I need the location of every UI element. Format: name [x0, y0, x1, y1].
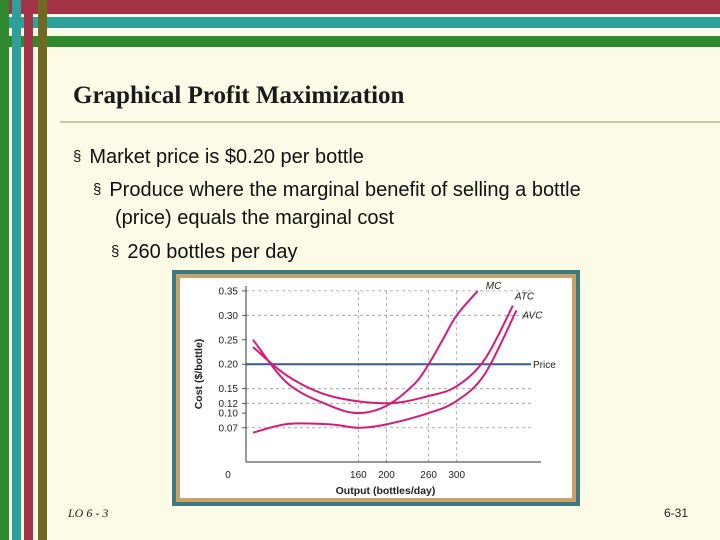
avc-curve — [252, 309, 518, 434]
y-tick-label: 0.15 — [219, 384, 239, 395]
top-bar-teal — [0, 17, 720, 28]
left-bar-teal — [12, 0, 21, 540]
y-tick-label: 0.35 — [219, 286, 239, 297]
bullet-text: 260 bottles per day — [127, 241, 298, 263]
x-tick-label: 260 — [420, 470, 437, 481]
y-tick-label: 0.07 — [219, 423, 239, 434]
bullet-text: Produce where the marginal benefit of se… — [109, 179, 581, 201]
mc-curve — [252, 290, 479, 415]
bullet-text: (price) equals the marginal cost — [115, 207, 395, 229]
x-tick-label: 300 — [448, 470, 465, 481]
x-tick-label: 160 — [350, 470, 367, 481]
bullet-level-3: § 260 bottles per day — [111, 236, 297, 270]
bullet-marker: § — [93, 181, 102, 198]
cost-curves-chart: 0.07 0.100.12 0.15 0.20 0.25 0.30 0.35 0 160 200 2… — [193, 281, 556, 497]
bullet-text: Market price is $0.20 per bottle — [89, 146, 364, 168]
bullet-marker: § — [73, 148, 82, 165]
bullet-level-2: § Produce where the marginal benefit of s… — [93, 174, 581, 208]
title-divider — [60, 121, 720, 123]
top-bar-green — [0, 36, 720, 47]
avc-label: AVC — [521, 310, 543, 321]
slide-title: Graphical Profit Maximization — [73, 82, 405, 109]
mc-label: MC — [486, 281, 502, 292]
atc-label: ATC — [514, 292, 535, 303]
y-tick-label: 0.12 — [219, 399, 239, 410]
figure-frame: 0.07 0.10 0.12 0.15 0.20 0.25 0.30 0.35 0 160 200 2… — [172, 270, 580, 506]
bullet-marker: § — [111, 243, 120, 260]
atc-curve — [252, 305, 514, 405]
left-bar-olive — [38, 0, 47, 540]
footer-learning-objective: LO 6 - 3 — [68, 506, 109, 520]
bullet-level-1: § Market price is $0.20 per bottle — [73, 141, 364, 175]
left-bar-maroon — [24, 0, 33, 540]
bullet-level-2-continuation: (price) equals the marginal cost — [115, 202, 394, 234]
y-tick-label: 0.10 — [219, 409, 239, 420]
x-tick-label: 200 — [378, 470, 395, 481]
y-tick-label: 0.20 — [219, 360, 239, 371]
left-bar-green — [0, 0, 9, 540]
x-tick-label: 0 — [225, 470, 231, 481]
price-label: Price — [533, 360, 556, 371]
y-tick-label: 0.30 — [219, 311, 239, 322]
top-bar-maroon — [0, 0, 720, 14]
y-tick-label: 0.25 — [219, 335, 239, 346]
y-axis-label: Cost ($/bottle) — [193, 339, 205, 410]
x-axis-label: Output (bottles/day) — [336, 485, 436, 497]
footer-slide-number: 6-31 — [664, 506, 689, 520]
